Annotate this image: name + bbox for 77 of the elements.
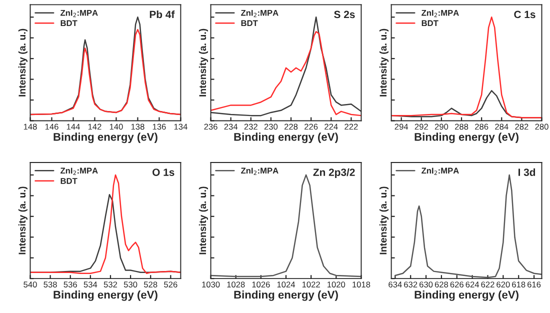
y-axis-title: Intensity (a. u.) bbox=[198, 186, 208, 254]
x-tick-label: 228 bbox=[284, 124, 298, 130]
x-tick-label: 290 bbox=[434, 124, 448, 130]
legend-label: ZnI$_{2}$:MPA bbox=[60, 168, 98, 175]
x-tick-label: 234 bbox=[224, 124, 238, 130]
x-tick-label: 292 bbox=[414, 124, 428, 130]
x-tick-label: 294 bbox=[394, 124, 408, 130]
x-tick-label: 1020 bbox=[328, 282, 346, 288]
x-tick-label: 232 bbox=[244, 124, 258, 130]
x-tick-label: 630 bbox=[420, 282, 433, 288]
x-tick-label: 282 bbox=[515, 124, 528, 130]
legend-label: ZnI$_{2}$:MPA bbox=[422, 168, 459, 175]
x-tick-label: 532 bbox=[104, 282, 118, 288]
x-tick-label: 1028 bbox=[227, 282, 245, 288]
x-tick-label: 222 bbox=[344, 124, 358, 130]
x-tick-label: 140 bbox=[110, 124, 123, 130]
legend-label: BDT bbox=[60, 20, 78, 26]
x-tick-label: 236 bbox=[204, 124, 218, 130]
chart-title: I 3d bbox=[518, 168, 536, 176]
legend-label: BDT bbox=[60, 178, 78, 184]
x-tick-label: 526 bbox=[164, 282, 178, 288]
x-tick-label: 288 bbox=[454, 124, 468, 130]
x-tick-label: 134 bbox=[174, 124, 188, 130]
legend-label: ZnI$_{2}$:MPA bbox=[60, 10, 98, 18]
y-axis-title: Intensity (a. u.) bbox=[379, 28, 389, 96]
legend-label: ZnI$_{2}$:MPA bbox=[422, 10, 459, 18]
y-axis-title: Intensity (a. u.) bbox=[18, 186, 28, 254]
x-tick-label: 226 bbox=[304, 124, 318, 130]
x-tick-label: 1024 bbox=[277, 282, 296, 288]
x-axis-title: Binding energy (eV) bbox=[414, 132, 518, 144]
x-tick-label: 528 bbox=[144, 282, 158, 288]
x-tick-label: 634 bbox=[388, 282, 402, 288]
chart-title: Zn 2p3/2 bbox=[313, 168, 355, 178]
x-tick-label: 1030 bbox=[202, 282, 220, 288]
x-tick-label: 142 bbox=[88, 124, 102, 130]
y-axis-title: Intensity (a. u.) bbox=[379, 186, 389, 254]
x-axis-title: Binding energy (eV) bbox=[414, 290, 518, 301]
x-tick-label: 540 bbox=[24, 282, 37, 288]
y-axis-title: Intensity (a. u.) bbox=[18, 28, 28, 96]
x-tick-label: 148 bbox=[24, 124, 37, 130]
x-axis-title: Binding energy (eV) bbox=[234, 132, 338, 144]
x-tick-label: 280 bbox=[535, 124, 548, 130]
y-axis-title: Intensity (a. u.) bbox=[198, 28, 208, 96]
x-tick-label: 144 bbox=[66, 124, 80, 130]
x-tick-label: 536 bbox=[64, 282, 77, 288]
x-tick-label: 624 bbox=[466, 282, 480, 288]
x-tick-label: 146 bbox=[45, 124, 58, 130]
x-axis-title: Binding energy (eV) bbox=[234, 290, 338, 301]
x-tick-label: 1018 bbox=[352, 282, 370, 288]
x-tick-label: 1022 bbox=[302, 282, 320, 288]
x-tick-label: 286 bbox=[475, 124, 488, 130]
x-tick-label: 230 bbox=[264, 124, 278, 130]
x-tick-label: 534 bbox=[84, 282, 98, 288]
x-tick-label: 284 bbox=[495, 124, 508, 130]
x-tick-label: 620 bbox=[496, 282, 510, 288]
chart-title: C 1s bbox=[514, 10, 536, 18]
x-tick-label: 538 bbox=[44, 282, 57, 288]
x-axis-title: Binding energy (eV) bbox=[54, 132, 158, 144]
legend-label: BDT bbox=[241, 20, 258, 26]
x-tick-label: 622 bbox=[481, 282, 494, 288]
x-tick-label: 632 bbox=[404, 282, 418, 288]
x-tick-label: 136 bbox=[152, 124, 166, 130]
x-tick-label: 626 bbox=[450, 282, 464, 288]
chart-title: Pb 4f bbox=[150, 10, 175, 18]
chart-title: S 2s bbox=[334, 10, 355, 18]
x-tick-label: 618 bbox=[512, 282, 526, 288]
x-tick-label: 530 bbox=[124, 282, 138, 288]
legend-label: ZnI$_{2}$:MPA bbox=[241, 10, 278, 18]
x-tick-label: 224 bbox=[324, 124, 338, 130]
x-tick-label: 628 bbox=[434, 282, 448, 288]
legend-label: BDT bbox=[422, 20, 438, 26]
x-tick-label: 138 bbox=[131, 124, 144, 130]
legend-label: ZnI$_{2}$:MPA bbox=[241, 168, 278, 175]
chart-title: O 1s bbox=[152, 168, 174, 176]
x-axis-title: Binding energy (eV) bbox=[54, 290, 158, 301]
x-tick-label: 616 bbox=[528, 282, 541, 288]
x-tick-label: 1026 bbox=[252, 282, 270, 288]
